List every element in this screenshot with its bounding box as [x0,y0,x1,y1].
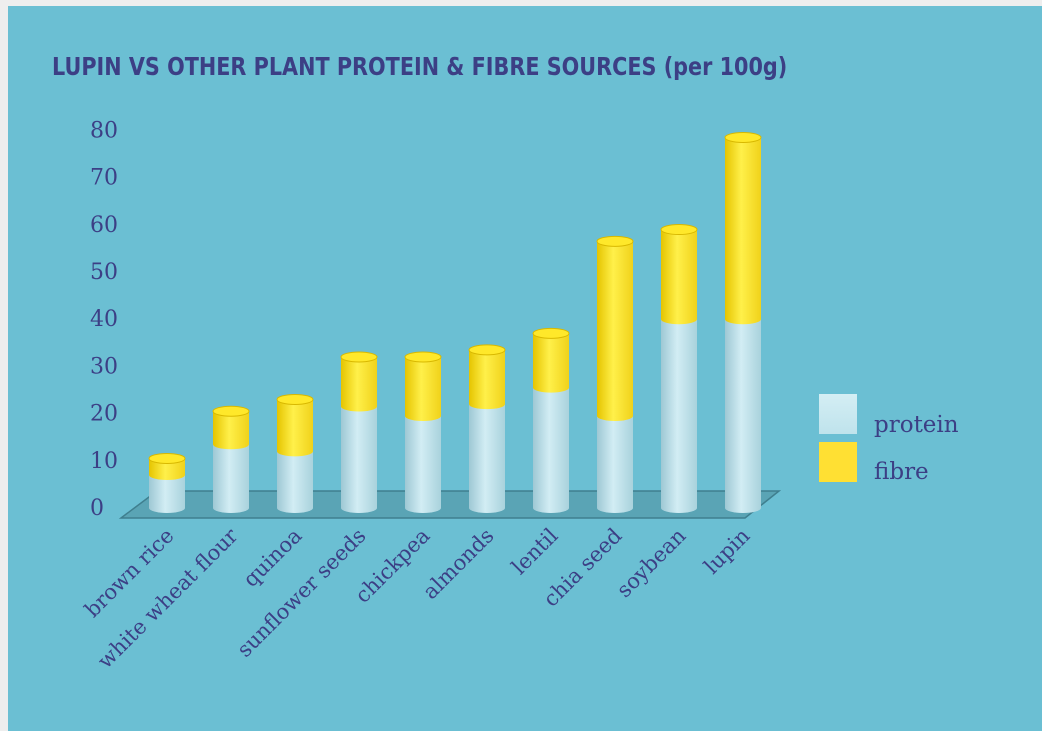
chart-title: LUPIN VS OTHER PLANT PROTEIN & FIBRE SOU… [52,52,788,81]
bar-protein [277,451,313,513]
y-tick-label: 30 [90,354,118,379]
y-tick-label: 70 [90,166,118,191]
bar-protein [149,474,185,513]
bar-protein [469,404,505,513]
bar-fibre [725,137,761,325]
y-tick-label: 20 [90,402,118,427]
y-tick-label: 40 [90,307,118,332]
legend: protein fibre [819,394,959,485]
x-tick-label: almonds [418,524,498,604]
bar-fibre [405,356,441,421]
bar-top [212,405,250,417]
y-axis: 0 10 20 30 40 50 60 70 80 [90,118,118,521]
bar-fibre [149,458,185,480]
bar-top [532,327,570,339]
bar-fibre [213,411,249,450]
bar-top [148,452,186,464]
chart-panel [8,6,1042,731]
bar-fibre [341,356,377,412]
bar-fibre [469,349,505,410]
x-tick-label: lentil [507,523,563,579]
y-tick-label: 0 [90,496,104,521]
legend-swatch-fibre [819,442,857,482]
bar-top [596,235,634,247]
legend-swatch-protein [819,394,857,434]
bars [148,131,762,513]
bar-top [468,344,506,356]
bar-protein [533,387,569,513]
bar-fibre [597,241,633,421]
y-tick-label: 50 [90,260,118,285]
y-tick-label: 60 [90,213,118,238]
legend-label-protein: protein [874,412,959,438]
bar-fibre [277,399,313,457]
bar-protein [405,415,441,513]
bar-top [404,351,442,363]
bar-protein [725,319,761,513]
legend-label-fibre: fibre [874,459,929,485]
bar-protein [341,406,377,513]
bar-top [276,393,314,405]
bar-fibre [533,333,569,393]
x-tick-label: soybean [612,524,691,603]
x-tick-label: lupin [699,524,754,579]
y-tick-label: 10 [90,449,118,474]
y-tick-label: 80 [90,118,118,143]
bar-protein [661,319,697,513]
bar-fibre [661,229,697,325]
bar-top [340,351,378,363]
bar-top [660,224,698,236]
bar-top [724,131,762,143]
bar-protein [213,444,249,513]
bar-protein [597,415,633,513]
